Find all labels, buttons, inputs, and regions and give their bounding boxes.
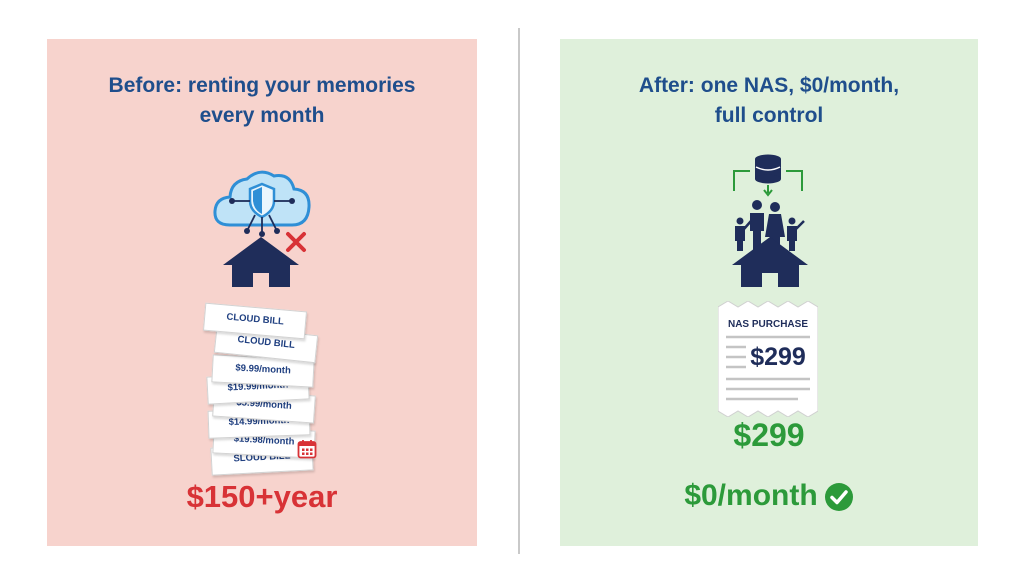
divider — [518, 28, 520, 554]
after-monthly-row: $0/month — [560, 479, 978, 513]
after-price: $299 — [733, 417, 805, 453]
calendar-icon — [297, 440, 317, 459]
nas-server-icon — [755, 154, 781, 184]
receipt-amount: $299 — [750, 343, 806, 371]
before-title: Before: renting your memories every mont… — [47, 71, 477, 131]
house-icon — [732, 237, 808, 287]
after-title-line1: After: one NAS, $0/month, — [638, 74, 900, 97]
before-title-line1: Before: renting your memories — [108, 74, 416, 97]
before-total: $150+year — [186, 479, 338, 514]
checkmark-icon — [824, 483, 853, 512]
cloud-shield-icon — [213, 170, 311, 237]
house-icon — [223, 237, 299, 287]
nas-receipt: NAS PURCHASE $299 — [718, 301, 818, 417]
after-title: After: one NAS, $0/month, full control — [560, 71, 978, 131]
after-panel: After: one NAS, $0/month, full control — [560, 39, 978, 546]
x-mark-icon — [286, 232, 306, 252]
after-title-line2: full control — [714, 104, 824, 127]
receipt-title: NAS PURCHASE — [727, 319, 808, 330]
before-title-line2: every month — [199, 104, 325, 127]
before-panel: Before: renting your memories every mont… — [47, 39, 477, 546]
after-monthly: $0/month — [684, 479, 818, 512]
